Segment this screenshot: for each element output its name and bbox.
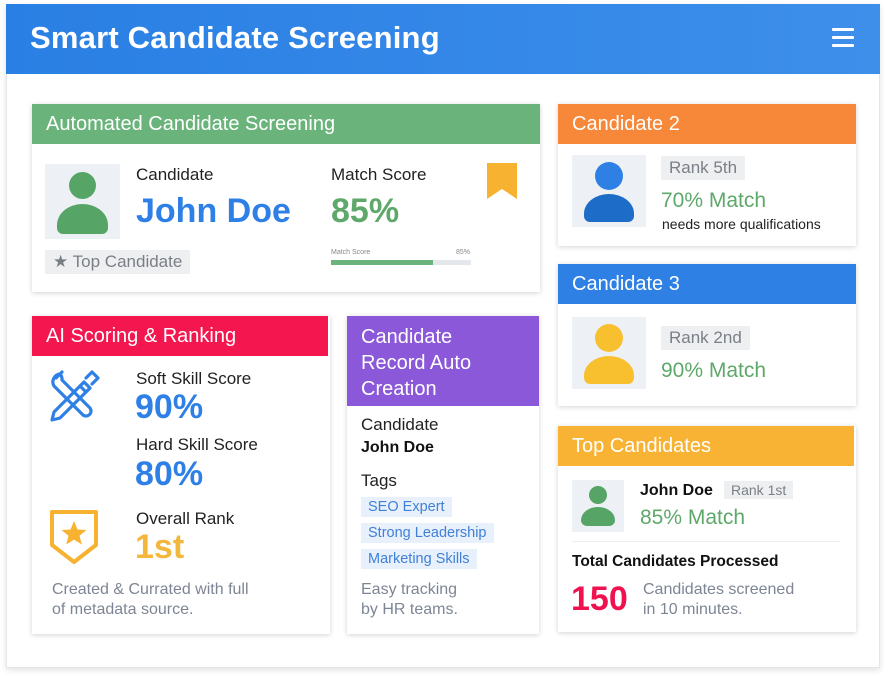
top-candidates-title: Top Candidates bbox=[572, 434, 711, 457]
soft-skill-value: 90% bbox=[135, 388, 204, 426]
tags-label: Tags bbox=[361, 471, 397, 490]
automated-screening-title: Automated Candidate Screening bbox=[46, 112, 336, 135]
record-candidate-label: Candidate bbox=[361, 415, 439, 434]
person-icon bbox=[584, 324, 634, 384]
tag-strong-leadership[interactable]: Strong Leadership bbox=[361, 523, 494, 543]
tag-marketing-skills[interactable]: Marketing Skills bbox=[361, 549, 477, 569]
processed-note: Candidates screened in 10 minutes. bbox=[643, 581, 795, 618]
person-icon bbox=[584, 162, 634, 222]
record-candidate-name: John Doe bbox=[361, 439, 434, 456]
hard-skill-value: 80% bbox=[135, 455, 204, 493]
candidate-2-note: needs more qualifications bbox=[662, 216, 821, 232]
soft-skill-label: Soft Skill Score bbox=[136, 369, 252, 388]
top-candidates-card: Top Candidates John Doe Rank 1st 85% Mat… bbox=[558, 426, 856, 632]
ai-footer-text: Created & Currated with full of metadata… bbox=[52, 581, 249, 618]
app-title: Smart Candidate Screening bbox=[30, 20, 440, 55]
ai-scoring-card: AI Scoring & Ranking Soft Skill Score 90… bbox=[32, 316, 330, 634]
candidate-name: John Doe bbox=[136, 192, 291, 230]
app-header: Smart Candidate Screening bbox=[6, 4, 880, 74]
top-candidate-badge: ★ Top Candidate bbox=[45, 250, 191, 274]
top-divider bbox=[572, 541, 840, 542]
candidate-3-rank: Rank 2nd bbox=[661, 326, 750, 350]
match-score-label: Match Score bbox=[331, 165, 427, 184]
match-bar-percent: 85% bbox=[456, 249, 471, 256]
candidate-3-title: Candidate 3 bbox=[572, 272, 680, 295]
automated-screening-header: Automated Candidate Screening bbox=[32, 104, 540, 144]
top-candidate-rank: Rank 1st bbox=[724, 481, 794, 499]
record-creation-header: Candidate Record Auto Creation bbox=[347, 316, 539, 406]
top-candidate-match: 85% Match bbox=[640, 506, 746, 529]
avatar bbox=[45, 164, 120, 239]
avatar bbox=[572, 155, 646, 227]
candidate-2-rank: Rank 5th bbox=[661, 156, 746, 180]
candidate-3-header: Candidate 3 bbox=[558, 264, 856, 304]
tag-seo-expert[interactable]: SEO Expert bbox=[361, 497, 452, 517]
person-icon bbox=[581, 486, 615, 526]
match-bar-fill bbox=[331, 260, 434, 265]
candidate-2-card: Candidate 2 Rank 5th 70% Match needs mor… bbox=[558, 104, 856, 246]
top-candidates-header: Top Candidates bbox=[558, 426, 854, 466]
person-icon bbox=[57, 172, 108, 234]
record-footer-text: Easy tracking by HR teams. bbox=[361, 581, 458, 618]
candidate-2-title: Candidate 2 bbox=[572, 112, 680, 135]
avatar bbox=[572, 480, 624, 532]
candidate-label: Candidate bbox=[136, 165, 214, 184]
candidate-2-header: Candidate 2 bbox=[558, 104, 856, 144]
star-icon: ★ bbox=[53, 252, 69, 271]
menu-icon[interactable] bbox=[832, 28, 854, 48]
record-creation-card: Candidate Record Auto Creation Candidate… bbox=[347, 316, 539, 634]
processed-label: Total Candidates Processed bbox=[572, 553, 779, 570]
bookmark-icon[interactable] bbox=[487, 163, 517, 199]
automated-screening-card: Automated Candidate Screening Candidate … bbox=[32, 104, 540, 292]
match-bar-label: Match Score bbox=[331, 249, 371, 256]
match-bar-track bbox=[331, 260, 471, 265]
hard-skill-label: Hard Skill Score bbox=[136, 435, 258, 454]
match-score-value: 85% bbox=[331, 192, 400, 230]
top-candidate-name: John Doe bbox=[640, 482, 713, 499]
ai-scoring-title: AI Scoring & Ranking bbox=[46, 324, 237, 347]
rank-badge-icon bbox=[50, 510, 98, 564]
avatar bbox=[572, 317, 646, 389]
overall-rank-label: Overall Rank bbox=[136, 509, 235, 528]
processed-value: 150 bbox=[571, 580, 628, 618]
candidate-3-card: Candidate 3 Rank 2nd 90% Match bbox=[558, 264, 856, 406]
candidate-2-match: 70% Match bbox=[661, 189, 767, 212]
tags-list: SEO Expert Strong Leadership Marketing S… bbox=[361, 497, 531, 575]
overall-rank-value: 1st bbox=[135, 528, 185, 566]
tools-icon bbox=[50, 370, 100, 422]
ai-scoring-header: AI Scoring & Ranking bbox=[32, 316, 328, 356]
candidate-3-match: 90% Match bbox=[661, 359, 767, 382]
